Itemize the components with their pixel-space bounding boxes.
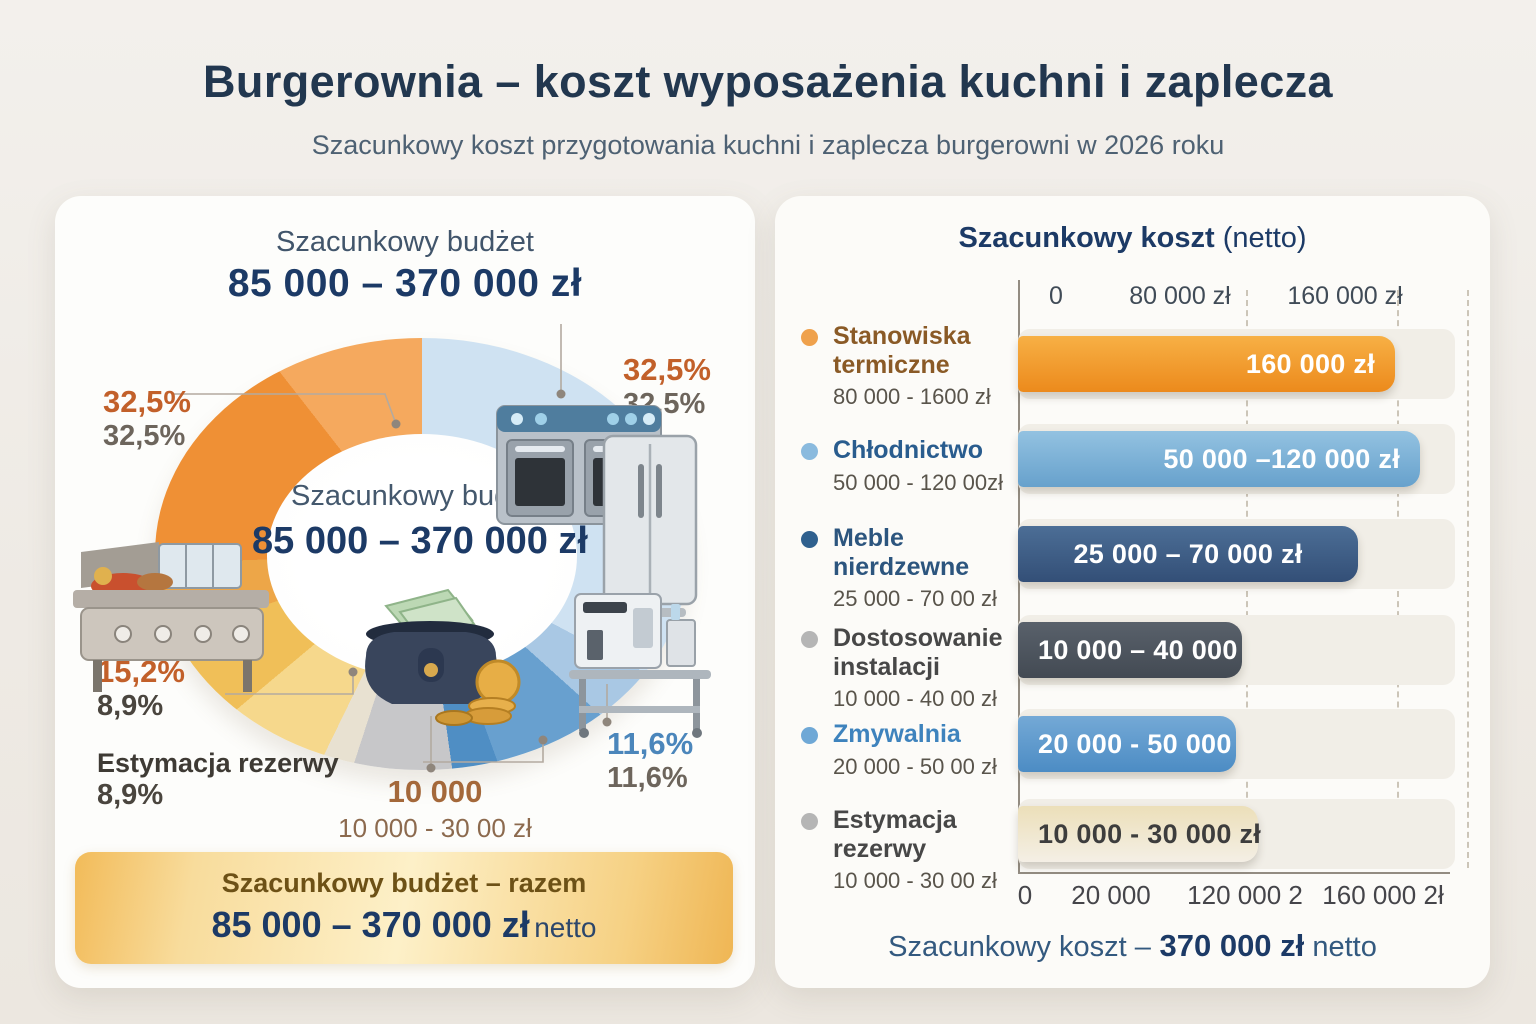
reserve-label: Estymacja rezerwy — [97, 748, 339, 778]
callout-top-left-secondary: 32,5% — [103, 419, 186, 452]
callout-reserve: Estymacja rezerwy 8,9% — [97, 748, 339, 812]
cost-chart-title: Szacunkowy koszt (netto) — [775, 222, 1490, 255]
banner-label: Szacunkowy budżet – razem — [221, 868, 587, 898]
legend-item-1: Chłodnictwo 50 000 - 120 00zł — [801, 436, 1013, 496]
budget-panel-label: Szacunkowy budżet — [276, 226, 534, 258]
callout-bottom-right-primary: 11,6% — [607, 726, 694, 761]
legend-range-0: 80 000 - 1600 zł — [833, 384, 991, 409]
cost-bar-panel: Szacunkowy koszt (netto) 0 80 000 zł 160… — [775, 196, 1490, 988]
x-axis-line — [1018, 872, 1450, 874]
x-tick-bottom-20000: 20 000 — [1071, 880, 1151, 910]
legend-label-3: Dostosowanie instalacji — [833, 624, 1003, 681]
footer-value: 370 000 zł — [1150, 928, 1305, 963]
legend-range-1: 50 000 - 120 00zł — [833, 469, 1004, 495]
bar-value-label-1: 50 000 –120 000 zł — [1163, 443, 1400, 474]
cost-chart-title-bold: Szacunkowy koszt — [958, 222, 1215, 254]
money-pouch-icon — [365, 588, 521, 726]
legend-item-3: Dostosowanie instalacji 10 000 - 40 00 zł — [801, 624, 1013, 712]
legend-range-5: 10 000 - 30 00 zł — [833, 868, 997, 893]
cost-chart-title-rest: (netto) — [1214, 222, 1307, 254]
bar-value-label-5: 10 000 - 30 000 zł — [1038, 818, 1262, 849]
banner-value: 85 000 – 370 000 zł — [211, 904, 530, 945]
callout-mid-left: 15,2% 8,9% — [97, 654, 185, 723]
bar-0: 160 000 zł — [1018, 336, 1395, 392]
cost-total-footer: Szacunkowy koszt – 370 000 zł netto — [775, 928, 1490, 964]
bar-value-label-2: 25 000 – 70 000 zł — [1073, 538, 1303, 569]
callout-bottom-right: 11,6% 11,6% — [607, 726, 693, 795]
bar-3: 10 000 – 40 000 — [1018, 622, 1242, 678]
footer-suffix: netto — [1304, 931, 1377, 963]
bar-4: 20 000 - 50 000 — [1018, 716, 1236, 772]
legend-range-3: 10 000 - 40 00 zł — [833, 686, 997, 711]
callout-top-right-primary: 32,5% — [623, 352, 711, 387]
grill-station-icon — [73, 542, 269, 692]
page-subtitle: Szacunkowy koszt przygotowania kuchni i … — [311, 130, 1225, 160]
legend-bullet-icon-5 — [801, 813, 818, 830]
legend-label-0: Stanowiska termiczne — [833, 322, 971, 379]
bar-value-label-4: 20 000 - 50 000 — [1038, 728, 1232, 759]
bar-value-label-0: 160 000 zł — [1245, 348, 1375, 379]
x-tick-top-0: 0 — [1049, 282, 1063, 310]
callout-bottom-center-secondary: 10 000 - 30 00 zł — [338, 812, 532, 843]
legend-bullet-icon-1 — [801, 443, 818, 460]
bar-value-label-3: 10 000 – 40 000 — [1038, 634, 1238, 665]
legend-item-2: Meble nierdzewne 25 000 - 70 00 zł — [801, 524, 1013, 612]
prep-cart-icon — [569, 593, 711, 738]
x-tick-top-80000: 80 000 zł — [1129, 282, 1231, 310]
legend-label-1: Chłodnictwo — [833, 436, 983, 464]
legend-range-2: 25 000 - 70 00 zł — [833, 586, 997, 611]
x-tick-bottom-160000: 160 000 2ł — [1322, 880, 1444, 910]
x-tick-bottom-120000: 120 000 2 — [1187, 880, 1303, 910]
legend-item-0: Stanowiska termiczne 80 000 - 1600 zł — [801, 322, 1013, 410]
legend-item-5: Estymacja rezerwy 10 000 - 30 00 zł — [801, 806, 1013, 894]
budget-donut-panel: Szacunkowy budżet 85 000 – 370 000 zł Sz… — [55, 196, 755, 988]
callout-bottom-center: 10 000 10 000 - 30 00 zł — [305, 774, 565, 844]
gridline-right-edge — [1467, 290, 1469, 868]
bar-1: 50 000 –120 000 zł — [1018, 431, 1420, 487]
callout-top-left: 32,5% 32,5% — [103, 384, 191, 453]
legend-bullet-icon-0 — [801, 329, 818, 346]
legend-label-2: Meble nierdzewne — [833, 524, 970, 581]
banner-value-row: 85 000 – 370 000 zł netto — [75, 904, 733, 946]
legend-item-4: Zmywalnia 20 000 - 50 00 zł — [801, 720, 1013, 780]
x-tick-bottom-0: 0 — [1017, 880, 1033, 910]
donut-center-value: 85 000 – 370 000 zł — [252, 520, 588, 562]
page-title: Burgerownia – koszt wyposażenia kuchni i… — [203, 56, 1333, 107]
legend-label-4: Zmywalnia — [833, 720, 961, 748]
legend-label-5: Estymacja rezerwy — [833, 806, 957, 863]
legend-bullet-icon-4 — [801, 727, 818, 744]
banner-netto: netto — [534, 912, 597, 943]
bar-2: 25 000 – 70 000 zł — [1018, 526, 1358, 582]
callout-top-right: 32,5% 32,5% — [623, 352, 711, 421]
budget-panel-value: 85 000 – 370 000 zł — [227, 262, 583, 305]
callout-mid-left-secondary: 8,9% — [97, 689, 164, 722]
footer-label: Szacunkowy koszt – — [888, 931, 1151, 963]
bar-5: 10 000 - 30 000 zł — [1018, 806, 1261, 862]
callout-bottom-center-primary: 10 000 — [387, 774, 483, 809]
x-tick-top-160000: 160 000 zł — [1287, 282, 1403, 310]
legend-range-4: 20 000 - 50 00 zł — [833, 753, 997, 779]
budget-total-banner: Szacunkowy budżet – razem 85 000 – 370 0… — [75, 852, 733, 964]
reserve-value: 8,9% — [97, 779, 164, 812]
callout-top-left-primary: 32,5% — [103, 384, 191, 419]
callout-bottom-right-secondary: 11,6% — [607, 761, 688, 794]
bar-plot-area: 160 000 zł 50 000 –120 000 zł 25 000 – 70 … — [775, 196, 1490, 988]
legend-bullet-icon-2 — [801, 531, 818, 548]
legend-bullet-icon-3 — [801, 631, 818, 648]
bar-legend-column: Stanowiska termiczne 80 000 - 1600 zł Chło… — [775, 196, 1035, 988]
